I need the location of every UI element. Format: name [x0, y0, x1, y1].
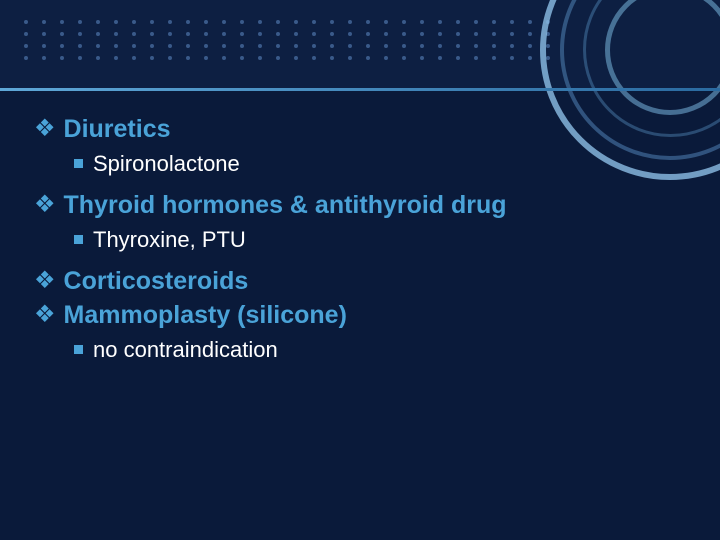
heading-text: Diuretics [64, 114, 171, 144]
list-item: ❖ Corticosteroids [34, 266, 686, 296]
header-band [0, 0, 720, 88]
list-subitem: no contraindication [74, 336, 686, 364]
list-subitem: Thyroxine, PTU [74, 226, 686, 254]
heading-text: Mammoplasty (silicone) [64, 300, 347, 330]
list-item: ❖ Thyroid hormones & antithyroid drug [34, 190, 686, 220]
header-divider [0, 88, 720, 91]
heading-text: Corticosteroids [64, 266, 249, 296]
square-bullet-icon [74, 235, 83, 244]
body-text: Spironolactone [93, 150, 240, 178]
diamond-bullet-icon: ❖ [34, 114, 56, 144]
diamond-bullet-icon: ❖ [34, 300, 56, 330]
list-item: ❖ Mammoplasty (silicone) [34, 300, 686, 330]
list-item: ❖ Diuretics [34, 114, 686, 144]
slide-content: ❖ Diuretics Spironolactone ❖ Thyroid hor… [34, 112, 686, 376]
heading-text: Thyroid hormones & antithyroid drug [64, 190, 507, 220]
list-subitem: Spironolactone [74, 150, 686, 178]
diamond-bullet-icon: ❖ [34, 266, 56, 296]
dot-pattern [24, 20, 564, 68]
body-text: no contraindication [93, 336, 278, 364]
body-text: Thyroxine, PTU [93, 226, 246, 254]
diamond-bullet-icon: ❖ [34, 190, 56, 220]
square-bullet-icon [74, 159, 83, 168]
square-bullet-icon [74, 345, 83, 354]
